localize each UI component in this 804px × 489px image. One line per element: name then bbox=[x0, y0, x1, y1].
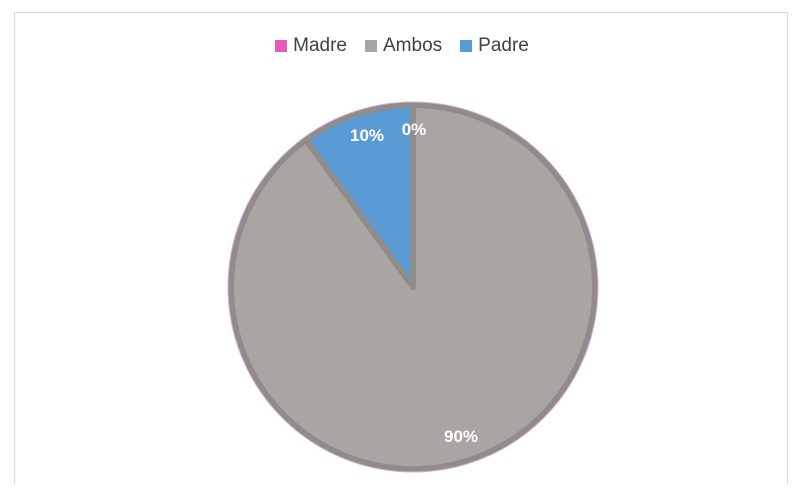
pie-slice-padre bbox=[303, 102, 416, 290]
slice-label-ambos: 90% bbox=[444, 427, 478, 446]
legend-swatch-ambos bbox=[365, 40, 377, 52]
pie-chart: 0% 90% 10% bbox=[227, 101, 599, 473]
legend-item-padre: Padre bbox=[460, 35, 529, 57]
pie-outline bbox=[227, 101, 599, 473]
legend-swatch-padre bbox=[460, 40, 473, 52]
legend: Madre Ambos Padre bbox=[15, 35, 789, 57]
legend-swatch-madre bbox=[275, 40, 288, 52]
legend-label-ambos: Ambos bbox=[383, 35, 443, 56]
legend-label-padre: Padre bbox=[478, 35, 529, 56]
legend-label-madre: Madre bbox=[293, 35, 347, 56]
slice-label-madre: 0% bbox=[402, 120, 427, 139]
slice-label-padre: 10% bbox=[350, 126, 384, 145]
legend-item-madre: Madre bbox=[275, 35, 347, 57]
chart-area: Madre Ambos Padre 0% 90% 10% bbox=[14, 12, 788, 484]
legend-item-ambos: Ambos bbox=[365, 35, 442, 57]
